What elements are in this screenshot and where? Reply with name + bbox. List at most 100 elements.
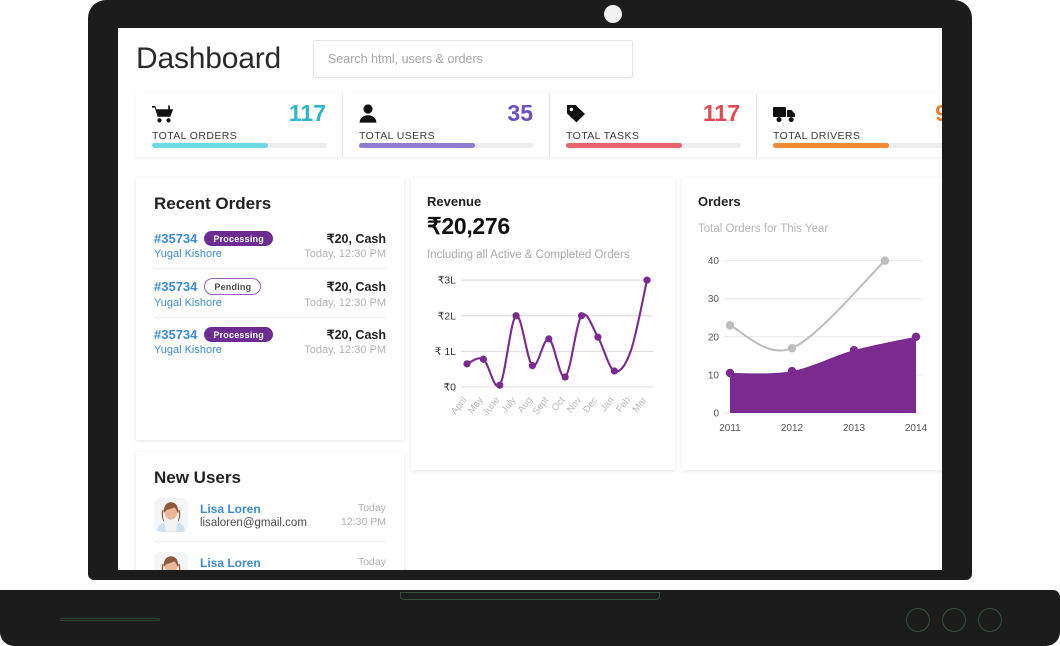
truck-icon [773, 105, 797, 123]
table-row[interactable]: #35734 Pending ₹20, Cash Yugal Kishore T… [154, 269, 386, 318]
revenue-label: Revenue [427, 194, 482, 209]
order-customer[interactable]: Yugal Kishore [154, 248, 222, 260]
user-email: lisaloren@gmail.com [200, 516, 307, 529]
svg-text:Nov: Nov [565, 395, 584, 415]
svg-text:₹0: ₹0 [443, 382, 456, 394]
order-id-group: #35734 Pending [154, 278, 262, 295]
user-timestamp: Today 12:30 PM [341, 501, 386, 529]
order-time: Today, 12:30 PM [304, 297, 386, 309]
stat-card-top: 117 [566, 102, 740, 125]
screen-content: Dashboard 117 TOTAL ORDE [118, 28, 942, 570]
revenue-line-chart: ₹0₹ 1L₹2L₹3LAprilMayJuneJulyAugSeptOctNo… [435, 275, 653, 418]
order-secondary-line: Yugal Kishore Today, 12:30 PM [154, 344, 386, 356]
order-id[interactable]: #35734 [154, 231, 198, 246]
order-id[interactable]: #35734 [154, 279, 198, 294]
revenue-subtitle: Including all Active & Completed Orders [427, 249, 630, 261]
revenue-amount: ₹20,276 [427, 213, 510, 239]
svg-text:30: 30 [708, 294, 720, 305]
table-row[interactable]: #35734 Processing ₹20, Cash Yugal Kishor… [154, 222, 386, 269]
panel-title: New Users [154, 468, 241, 487]
order-amount: ₹20, Cash [326, 232, 386, 246]
svg-text:Sept: Sept [530, 395, 551, 417]
stat-label: TOTAL ORDERS [152, 130, 238, 142]
stat-label: TOTAL USERS [359, 130, 435, 142]
search-input[interactable] [327, 52, 618, 66]
stat-card-top: 35 [359, 102, 533, 125]
orders-panel: Orders Total Orders for This Year 0 10 20 3… [682, 178, 942, 470]
stat-progress-fill [152, 143, 268, 148]
svg-text:40: 40 [708, 256, 720, 267]
svg-text:Oct: Oct [550, 395, 568, 414]
svg-text:June: June [481, 395, 502, 418]
status-badge: Processing [204, 231, 273, 246]
stat-progress-track [566, 143, 741, 148]
base-dot [906, 608, 930, 632]
revenue-panel: Revenue ₹20,276 Including all Active & C… [411, 178, 675, 470]
laptop-base-accent-line [60, 618, 160, 621]
stat-progress-fill [359, 143, 475, 148]
stat-card-total-orders[interactable]: 117 TOTAL ORDERS [136, 93, 343, 157]
order-id-group: #35734 Processing [154, 327, 273, 342]
stat-cards: 117 TOTAL ORDERS 35 TOTAL [136, 93, 942, 157]
page-title: Dashboard [136, 42, 281, 75]
laptop-base-wing [0, 590, 150, 604]
user-day: Today [357, 501, 386, 514]
avatar [154, 552, 188, 570]
user-name[interactable]: Lisa Loren [200, 555, 261, 570]
recent-orders-list: #35734 Processing ₹20, Cash Yugal Kishor… [154, 222, 386, 364]
base-dot [978, 608, 1002, 632]
list-item[interactable]: Lisa Loren lisaloren@gmail.com Today 12:… [154, 542, 386, 570]
order-id[interactable]: #35734 [154, 327, 198, 342]
laptop-base-dots [906, 608, 1002, 632]
search-box[interactable] [312, 40, 633, 78]
user-meta: Lisa Loren lisaloren@gmail.com [200, 502, 341, 529]
svg-text:July: July [499, 395, 518, 415]
order-time: Today, 12:30 PM [304, 248, 386, 260]
stat-label: TOTAL DRIVERS [773, 130, 861, 142]
svg-text:2013: 2013 [843, 423, 866, 434]
stat-label: TOTAL TASKS [566, 130, 640, 142]
svg-text:₹2L: ₹2L [438, 310, 457, 322]
recent-orders-panel: Recent Orders #35734 Processing ₹20, Cas… [136, 178, 404, 440]
orders-area-chart: 0 10 20 30 40 2011 2012 2013 2014 [708, 256, 928, 434]
stat-card-top: 117 [152, 102, 326, 125]
order-secondary-line: Yugal Kishore Today, 12:30 PM [154, 248, 386, 260]
stat-progress-fill [566, 143, 682, 148]
user-icon [359, 104, 377, 123]
stat-progress-track [152, 143, 327, 148]
base-dot [942, 608, 966, 632]
table-row[interactable]: #35734 Processing ₹20, Cash Yugal Kishor… [154, 318, 386, 364]
order-time: Today, 12:30 PM [304, 344, 386, 356]
order-amount: ₹20, Cash [326, 280, 386, 294]
stat-card-total-drivers[interactable]: 9 TOTAL DRIVERS [757, 93, 942, 157]
user-meta: Lisa Loren lisaloren@gmail.com [200, 556, 341, 571]
list-item[interactable]: Lisa Loren lisaloren@gmail.com Today 12:… [154, 488, 386, 542]
stat-progress-track [773, 143, 942, 148]
orders-subtitle: Total Orders for This Year [698, 223, 829, 235]
svg-text:2011: 2011 [719, 423, 741, 434]
order-customer[interactable]: Yugal Kishore [154, 297, 222, 309]
stat-value: 117 [288, 100, 326, 126]
order-id-group: #35734 Processing [154, 231, 273, 246]
stat-card-total-tasks[interactable]: 117 TOTAL TASKS [550, 93, 757, 157]
tag-icon [566, 104, 586, 123]
svg-text:20: 20 [708, 332, 720, 343]
user-name[interactable]: Lisa Loren [200, 501, 261, 516]
user-time: 12:30 PM [341, 516, 386, 528]
svg-text:Feb: Feb [614, 395, 633, 415]
user-day: Today [357, 555, 386, 568]
svg-text:10: 10 [708, 370, 720, 381]
svg-text:2014: 2014 [905, 423, 928, 434]
laptop-hinge-notch [400, 592, 660, 600]
stat-card-total-users[interactable]: 35 TOTAL USERS [343, 93, 550, 157]
order-primary-line: #35734 Processing ₹20, Cash [154, 231, 386, 246]
cart-icon [152, 104, 174, 123]
svg-text:2012: 2012 [781, 423, 804, 434]
order-amount: ₹20, Cash [326, 328, 386, 342]
stat-progress-track [359, 143, 534, 148]
svg-text:Mar: Mar [631, 395, 650, 415]
order-customer[interactable]: Yugal Kishore [154, 344, 222, 356]
svg-text:Dec: Dec [581, 395, 600, 415]
status-badge: Processing [204, 327, 273, 342]
